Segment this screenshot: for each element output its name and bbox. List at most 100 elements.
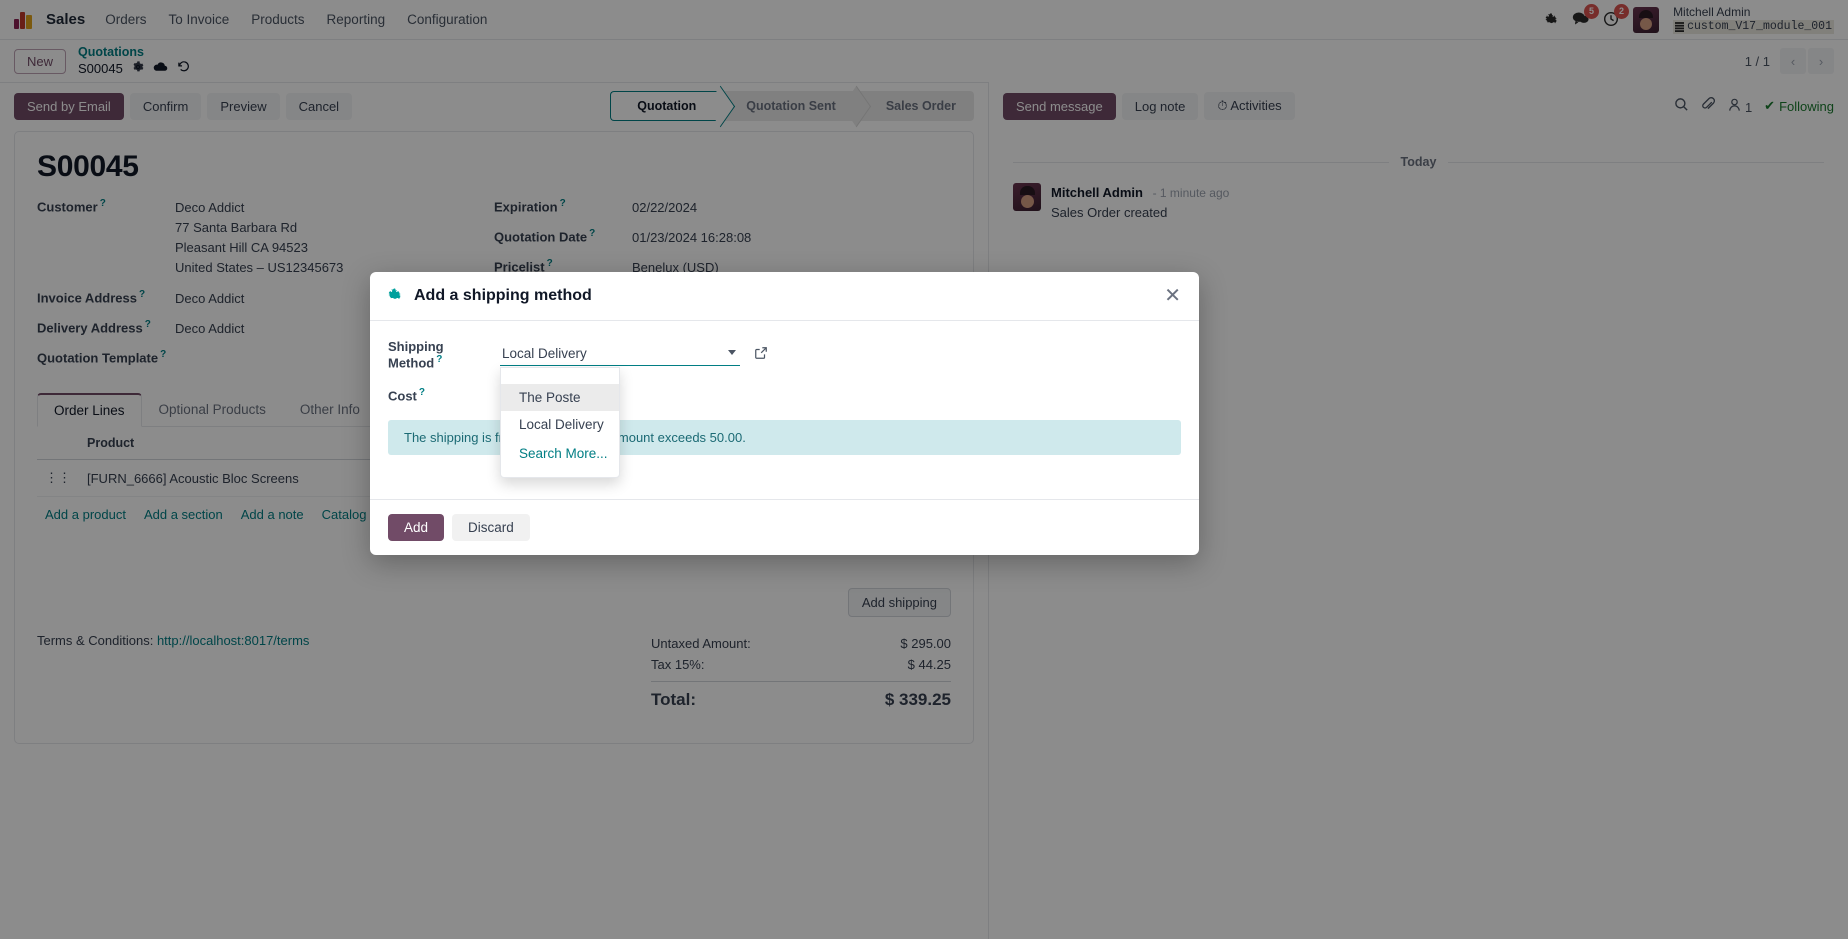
navbar-right-group: 5 2 Mitchell Admin custom_V17_module_001 [1545,3,1834,35]
activities-button[interactable]: ⏱ Activities [1204,92,1295,120]
help-icon[interactable]: ? [546,258,553,270]
field-pricelist-value[interactable]: Benelux (USD) [632,260,719,276]
help-icon[interactable]: ? [559,198,566,209]
field-invoice-address-value[interactable]: Deco Addict [175,290,245,306]
bug-icon[interactable] [1545,12,1558,28]
form-left-column: Customer? Deco Addict 77 Santa Barbara R… [37,198,494,375]
nav-menu-to-invoice[interactable]: To Invoice [168,12,230,27]
add-shipping-button[interactable]: Add shipping [847,588,951,618]
avatar[interactable] [1633,6,1660,33]
add-a-note-link[interactable]: Add a note [240,507,304,523]
help-icon[interactable]: ? [589,228,596,240]
tax-label: Tax 15%: [651,657,705,673]
message-time: - 1 minute ago [1152,186,1230,200]
row-drag-handle-icon[interactable]: ⋮⋮ [37,459,79,498]
terms-label: Terms & Conditions: [37,633,154,649]
field-quotation-date-value[interactable]: 01/23/2024 16:28:08 [632,230,752,246]
help-icon[interactable]: ? [418,387,425,399]
pager-next-button[interactable]: › [1808,48,1834,74]
check-icon: ✔ [1764,98,1776,113]
catalog-link[interactable]: Catalog [321,507,367,523]
message-body: Mitchell Admin - 1 minute ago Sales Orde… [1051,183,1229,222]
field-expiration-value[interactable]: 02/22/2024 [632,200,698,215]
field-delivery-address-value[interactable]: Deco Addict [175,320,245,336]
chevron-down-icon[interactable] [728,350,736,356]
clock-icon: ⏱ [1217,98,1228,113]
send-message-button[interactable]: Send message [1003,92,1116,120]
confirm-button[interactable]: Confirm [129,92,202,120]
add-a-section-link[interactable]: Add a section [143,507,223,523]
nav-menu-products[interactable]: Products [251,12,305,27]
pager-previous-button[interactable]: ‹ [1780,48,1806,74]
nav-menu-orders[interactable]: Orders [105,12,147,27]
add-a-product-link[interactable]: Add a product [45,507,126,523]
messages-icon[interactable]: 5 [1572,4,1600,28]
user-name: Mitchell Admin [1673,4,1751,19]
add-button[interactable]: Add [388,514,445,542]
total-untaxed-amount: Untaxed Amount: $ 295.00 [651,633,951,654]
breadcrumb-row: New Quotations S00045 1 / 1 ‹ › [0,40,1848,82]
followers-button[interactable]: 1 [1728,98,1752,115]
status-quotation-sent[interactable]: Quotation Sent [720,91,860,121]
search-icon[interactable] [1674,97,1689,115]
shipping-method-input[interactable] [500,343,740,367]
discard-undo-icon[interactable] [177,60,190,76]
total-tax: Tax 15%: $ 44.25 [651,654,951,675]
dialog-footer: Add Discard [370,499,1199,555]
database-label: custom_V17_module_001 [1687,19,1832,33]
dropdown-option-the-poste[interactable]: The Poste [501,384,619,411]
breadcrumb-parent-quotations[interactable]: Quotations [78,45,144,60]
following-status[interactable]: ✔ Following [1764,98,1834,114]
field-customer-value[interactable]: Deco Addict 77 Santa Barbara Rd Pleasant… [175,200,344,276]
log-note-button[interactable]: Log note [1121,92,1199,120]
tab-optional-products[interactable]: Optional Products [158,402,266,418]
activities-label: Activities [1230,98,1282,113]
status-quotation[interactable]: Quotation [610,91,721,121]
dialog-header: Add a shipping method ✕ [370,272,1199,321]
followers-count: 1 [1744,99,1753,115]
field-quotation-template: Quotation Template? [37,349,494,365]
gear-icon[interactable] [132,61,144,76]
send-by-email-button[interactable]: Send by Email [14,92,124,120]
field-delivery-address-label: Delivery Address? [37,318,151,336]
help-icon[interactable]: ? [160,348,167,360]
save-cloud-icon[interactable] [153,61,168,76]
status-sales-order[interactable]: Sales Order [859,91,974,121]
top-navbar: Sales Orders To Invoice Products Reporti… [0,0,1848,40]
dropdown-search-more[interactable]: Search More... [519,446,608,461]
preview-button[interactable]: Preview [207,92,280,120]
message-author: Mitchell Admin [1051,185,1143,200]
terms-link[interactable]: http://localhost:8017/terms [156,633,310,649]
pager-text: 1 / 1 [1744,53,1770,69]
nav-app-name[interactable]: Sales [46,11,86,28]
cost-label: Cost? [388,387,425,404]
paperclip-icon[interactable] [1701,97,1716,115]
field-customer-label: Customer? [37,198,106,215]
tax-value: $ 44.25 [907,657,951,673]
nav-menu-reporting[interactable]: Reporting [326,12,386,27]
help-icon[interactable]: ? [436,354,443,365]
chatter-message: Mitchell Admin - 1 minute ago Sales Orde… [989,183,1848,222]
external-link-icon[interactable] [754,346,768,363]
help-icon[interactable]: ? [138,288,146,300]
nav-menu-configuration[interactable]: Configuration [407,12,488,27]
grand-total-label: Total: [651,690,697,710]
bug-icon[interactable] [388,287,402,306]
form-fields: Customer? Deco Addict 77 Santa Barbara R… [37,198,951,375]
activities-clock-icon[interactable]: 2 [1603,3,1630,29]
cancel-button[interactable]: Cancel [285,92,353,120]
tab-order-lines[interactable]: Order Lines [37,393,142,428]
shipping-method-label: Shipping Method? [388,339,444,371]
close-icon[interactable]: ✕ [1164,285,1181,307]
help-icon[interactable]: ? [144,318,151,330]
help-icon[interactable]: ? [99,198,106,209]
dialog-title: Add a shipping method [414,287,592,304]
tab-other-info[interactable]: Other Info [299,402,360,418]
dropdown-option-local-delivery[interactable]: Local Delivery [519,417,604,432]
odoo-logo-icon[interactable] [14,11,36,29]
status-pipeline: Quotation Quotation Sent Sales Order [610,91,974,121]
user-menu[interactable]: Mitchell Admin custom_V17_module_001 [1673,4,1834,35]
new-button[interactable]: New [14,48,67,74]
discard-button[interactable]: Discard [452,514,530,542]
untaxed-amount-value: $ 295.00 [900,636,951,652]
